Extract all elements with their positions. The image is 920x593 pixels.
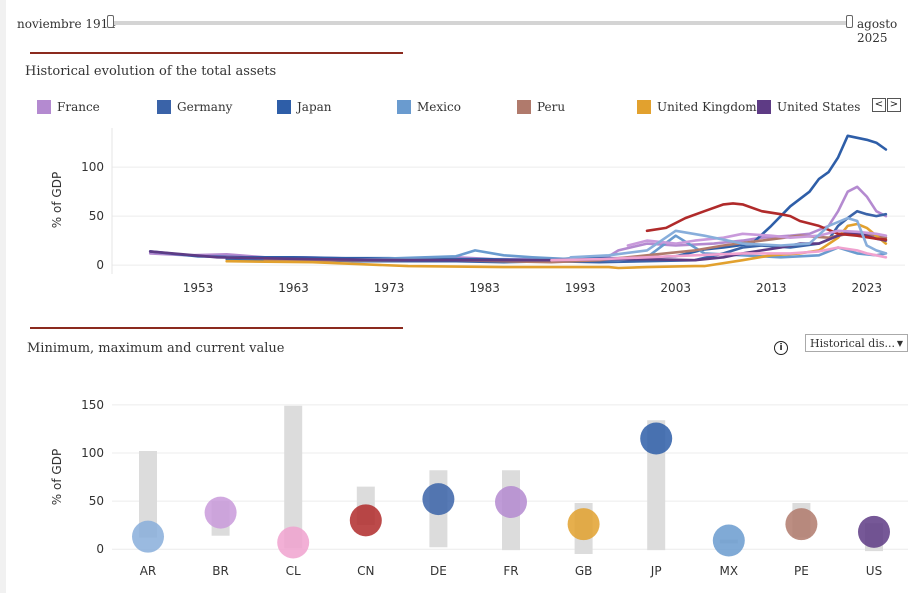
x-tick-label: 1963 — [278, 281, 309, 295]
info-icon[interactable]: i — [774, 341, 788, 355]
current-dot-br — [204, 496, 237, 529]
section-divider-2 — [30, 327, 403, 329]
x-tick-label: CN — [357, 564, 374, 578]
x-tick-label: MX — [720, 564, 739, 578]
legend-next-button[interactable]: > — [887, 98, 901, 112]
x-tick-label: 1973 — [374, 281, 405, 295]
slider-start-handle[interactable] — [107, 15, 114, 28]
x-tick-label: 2023 — [852, 281, 883, 295]
current-dot-de — [422, 483, 455, 516]
y-axis-label: % of GDP — [50, 449, 64, 505]
x-tick-label: BR — [212, 564, 229, 578]
x-tick-label: 2003 — [660, 281, 691, 295]
x-tick-label: DE — [430, 564, 447, 578]
x-tick-label: JP — [650, 564, 662, 578]
chart1-title: Historical evolution of the total assets — [25, 64, 277, 79]
date-range-slider[interactable]: noviembre 1914 agosto 2025 — [0, 12, 920, 45]
legend-label: United Kingdom — [657, 100, 757, 114]
distribution-dropdown[interactable]: Historical dis... ▼ — [805, 334, 908, 352]
x-tick-label: US — [866, 564, 882, 578]
series-line-brazil — [626, 229, 888, 247]
page-left-edge — [0, 0, 6, 593]
slider-end-handle[interactable] — [846, 15, 853, 28]
series-line-argentina — [569, 216, 888, 259]
line-chart: 0 50 100 1953 1963 1973 1983 1993 2003 2013 2023 % … — [50, 128, 905, 295]
slider-track[interactable] — [110, 21, 852, 25]
current-dot-us — [858, 515, 890, 548]
legend-swatch — [37, 100, 51, 114]
x-tick-label: CL — [286, 564, 301, 578]
x-tick-label: GB — [575, 564, 593, 578]
legend-item-japan[interactable]: Japan — [277, 99, 332, 115]
slider-start-label: noviembre 1914 — [17, 17, 116, 31]
legend-swatch — [517, 100, 531, 114]
legend-swatch — [277, 100, 291, 114]
series-line-united-kingdom — [225, 222, 888, 270]
current-dot-cl — [277, 526, 310, 559]
legend-label: United States — [777, 100, 861, 114]
chart2-title: Minimum, maximum and current value — [27, 341, 285, 356]
legend-label: Germany — [177, 100, 233, 114]
y-tick-label: 50 — [89, 494, 104, 508]
y-tick-label: 100 — [81, 160, 104, 174]
legend-swatch — [157, 100, 171, 114]
current-dot-gb — [567, 508, 600, 541]
legend-item-france[interactable]: France — [37, 99, 100, 115]
current-dot-cn — [349, 504, 382, 537]
current-dot-fr — [495, 486, 527, 519]
current-dot-ar — [132, 520, 164, 553]
range-bar-cl — [284, 405, 303, 549]
range-bar-ar — [139, 451, 157, 538]
series-line-china — [645, 202, 888, 241]
series-line-japan — [148, 134, 888, 262]
legend-item-united-states[interactable]: United States — [757, 99, 860, 115]
x-tick-label: 1993 — [565, 281, 596, 295]
series-line-colombia — [550, 246, 888, 262]
legend-swatch — [397, 100, 411, 114]
chevron-down-icon: ▼ — [896, 339, 903, 348]
x-tick-label: FR — [503, 564, 518, 578]
section-divider-1 — [30, 52, 403, 54]
legend-item-germany[interactable]: Germany — [157, 99, 232, 115]
current-dot-mx — [712, 524, 745, 557]
legend-label: France — [57, 100, 100, 114]
current-dot-pe — [785, 508, 818, 541]
x-tick-label: PE — [794, 564, 809, 578]
legend-label: Japan — [297, 100, 332, 114]
legend-label: Mexico — [417, 100, 461, 114]
y-axis-label: % of GDP — [50, 172, 64, 228]
legend-label: Peru — [537, 100, 566, 114]
legend-item-mexico[interactable]: Mexico — [397, 99, 461, 115]
legend-item-peru[interactable]: Peru — [517, 99, 565, 115]
legend-pager[interactable]: < > — [872, 98, 902, 112]
x-tick-label: 1983 — [469, 281, 500, 295]
current-dot-jp — [640, 422, 673, 455]
y-tick-label: 0 — [96, 258, 104, 272]
x-tick-label: 1953 — [183, 281, 214, 295]
legend-swatch — [637, 100, 651, 114]
legend-prev-button[interactable]: < — [872, 98, 886, 112]
y-tick-label: 50 — [89, 209, 104, 223]
y-tick-label: 100 — [81, 446, 104, 460]
legend-item-united-kingdom[interactable]: United Kingdom — [637, 99, 757, 115]
x-tick-label: 2013 — [756, 281, 787, 295]
y-tick-label: 0 — [96, 542, 104, 556]
y-tick-label: 150 — [81, 398, 104, 412]
dropdown-value: Historical dis... — [810, 337, 896, 350]
legend-swatch — [757, 100, 771, 114]
x-tick-label: AR — [140, 564, 157, 578]
slider-end-label: agosto 2025 — [857, 17, 898, 45]
